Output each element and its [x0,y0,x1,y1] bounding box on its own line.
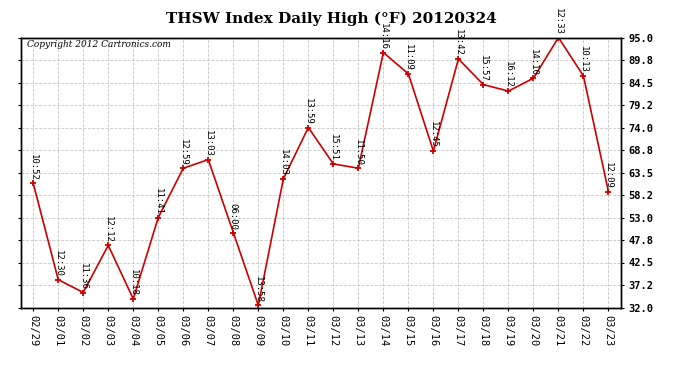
Text: 12:59: 12:59 [179,138,188,165]
Text: 13:59: 13:59 [304,98,313,125]
Text: THSW Index Daily High (°F) 20120324: THSW Index Daily High (°F) 20120324 [166,11,497,26]
Text: 10:13: 10:13 [579,46,588,73]
Text: 10:18: 10:18 [129,269,138,296]
Text: 16:12: 16:12 [504,62,513,88]
Text: Copyright 2012 Cartronics.com: Copyright 2012 Cartronics.com [27,40,170,49]
Text: 15:57: 15:57 [479,55,488,82]
Text: 12:45: 12:45 [429,122,438,148]
Text: 13:03: 13:03 [204,130,213,157]
Text: 13:42: 13:42 [454,29,463,56]
Text: 11:09: 11:09 [404,44,413,71]
Text: 12:33: 12:33 [554,8,563,35]
Text: 13:58: 13:58 [254,276,263,303]
Text: 12:12: 12:12 [104,216,112,243]
Text: 11:41: 11:41 [154,188,163,215]
Text: 10:52: 10:52 [29,153,38,180]
Text: 11:50: 11:50 [354,138,363,165]
Text: 11:36: 11:36 [79,263,88,290]
Text: 12:30: 12:30 [54,250,63,277]
Text: 06:00: 06:00 [229,203,238,230]
Text: 15:51: 15:51 [329,134,338,161]
Text: 14:10: 14:10 [529,48,538,75]
Text: 12:09: 12:09 [604,162,613,189]
Text: 14:16: 14:16 [379,23,388,50]
Text: 14:03: 14:03 [279,149,288,176]
